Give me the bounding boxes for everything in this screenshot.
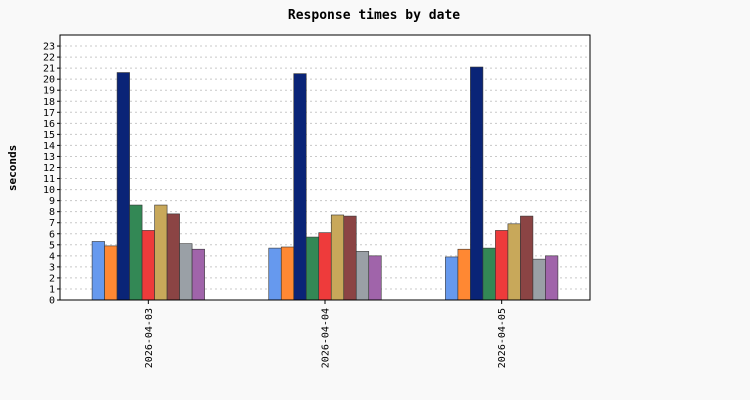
bar: [355, 251, 370, 301]
bar: [305, 236, 320, 301]
y-tick-label: 7: [49, 218, 55, 229]
y-tick-label: 5: [49, 240, 55, 251]
y-tick-label: 1: [49, 284, 55, 295]
bar: [91, 241, 105, 301]
y-tick-label: 20: [43, 75, 55, 86]
y-tick-label: 4: [49, 251, 55, 262]
bar: [330, 214, 345, 301]
bar: [191, 248, 205, 301]
bar: [179, 243, 193, 301]
y-tick-label: 9: [49, 196, 55, 207]
y-tick-label: 6: [49, 229, 55, 240]
bar: [154, 204, 168, 301]
bar: [166, 213, 180, 301]
y-tick-label: 21: [43, 64, 55, 75]
y-tick-label: 19: [43, 86, 55, 97]
y-tick-label: 14: [43, 141, 55, 152]
bar: [280, 246, 295, 301]
y-tick-label: 18: [43, 97, 55, 108]
bar: [495, 230, 509, 301]
x-tick-label: 2026-04-03: [144, 308, 155, 368]
bar: [318, 232, 332, 301]
bar: [457, 248, 471, 301]
bar: [445, 256, 459, 301]
y-tick-label: 3: [49, 262, 55, 273]
bar: [368, 255, 382, 301]
bar: [116, 72, 130, 301]
bar: [268, 247, 282, 301]
x-tick-label: 2026-04-05: [497, 308, 508, 368]
plot-area: 0123456789101112131415161718192021222320…: [43, 34, 591, 368]
bar: [470, 66, 484, 301]
bar: [129, 204, 143, 301]
y-tick-label: 23: [43, 42, 55, 53]
y-tick-label: 0: [49, 296, 55, 307]
x-tick-label: 2026-04-04: [321, 308, 332, 368]
bar: [545, 255, 559, 301]
y-tick-label: 22: [43, 53, 55, 64]
y-tick-label: 10: [43, 185, 55, 196]
chart-title: Response times by date: [288, 8, 460, 23]
bar: [507, 223, 521, 301]
bar: [104, 245, 118, 301]
bar: [141, 230, 155, 301]
y-tick-label: 8: [49, 207, 55, 218]
plot-frame: [59, 34, 591, 301]
y-tick-label: 13: [43, 152, 55, 163]
bar: [293, 73, 307, 301]
bar: [532, 258, 546, 301]
y-tick-label: 16: [43, 119, 55, 130]
bar: [520, 215, 534, 301]
y-tick-label: 15: [43, 130, 55, 141]
y-axis-label: seconds: [6, 145, 19, 191]
y-tick-label: 12: [43, 163, 55, 174]
y-tick-label: 17: [43, 108, 55, 119]
bar: [343, 215, 357, 301]
y-tick-label: 11: [43, 174, 55, 185]
y-tick-label: 2: [49, 273, 55, 284]
bar: [482, 247, 496, 301]
